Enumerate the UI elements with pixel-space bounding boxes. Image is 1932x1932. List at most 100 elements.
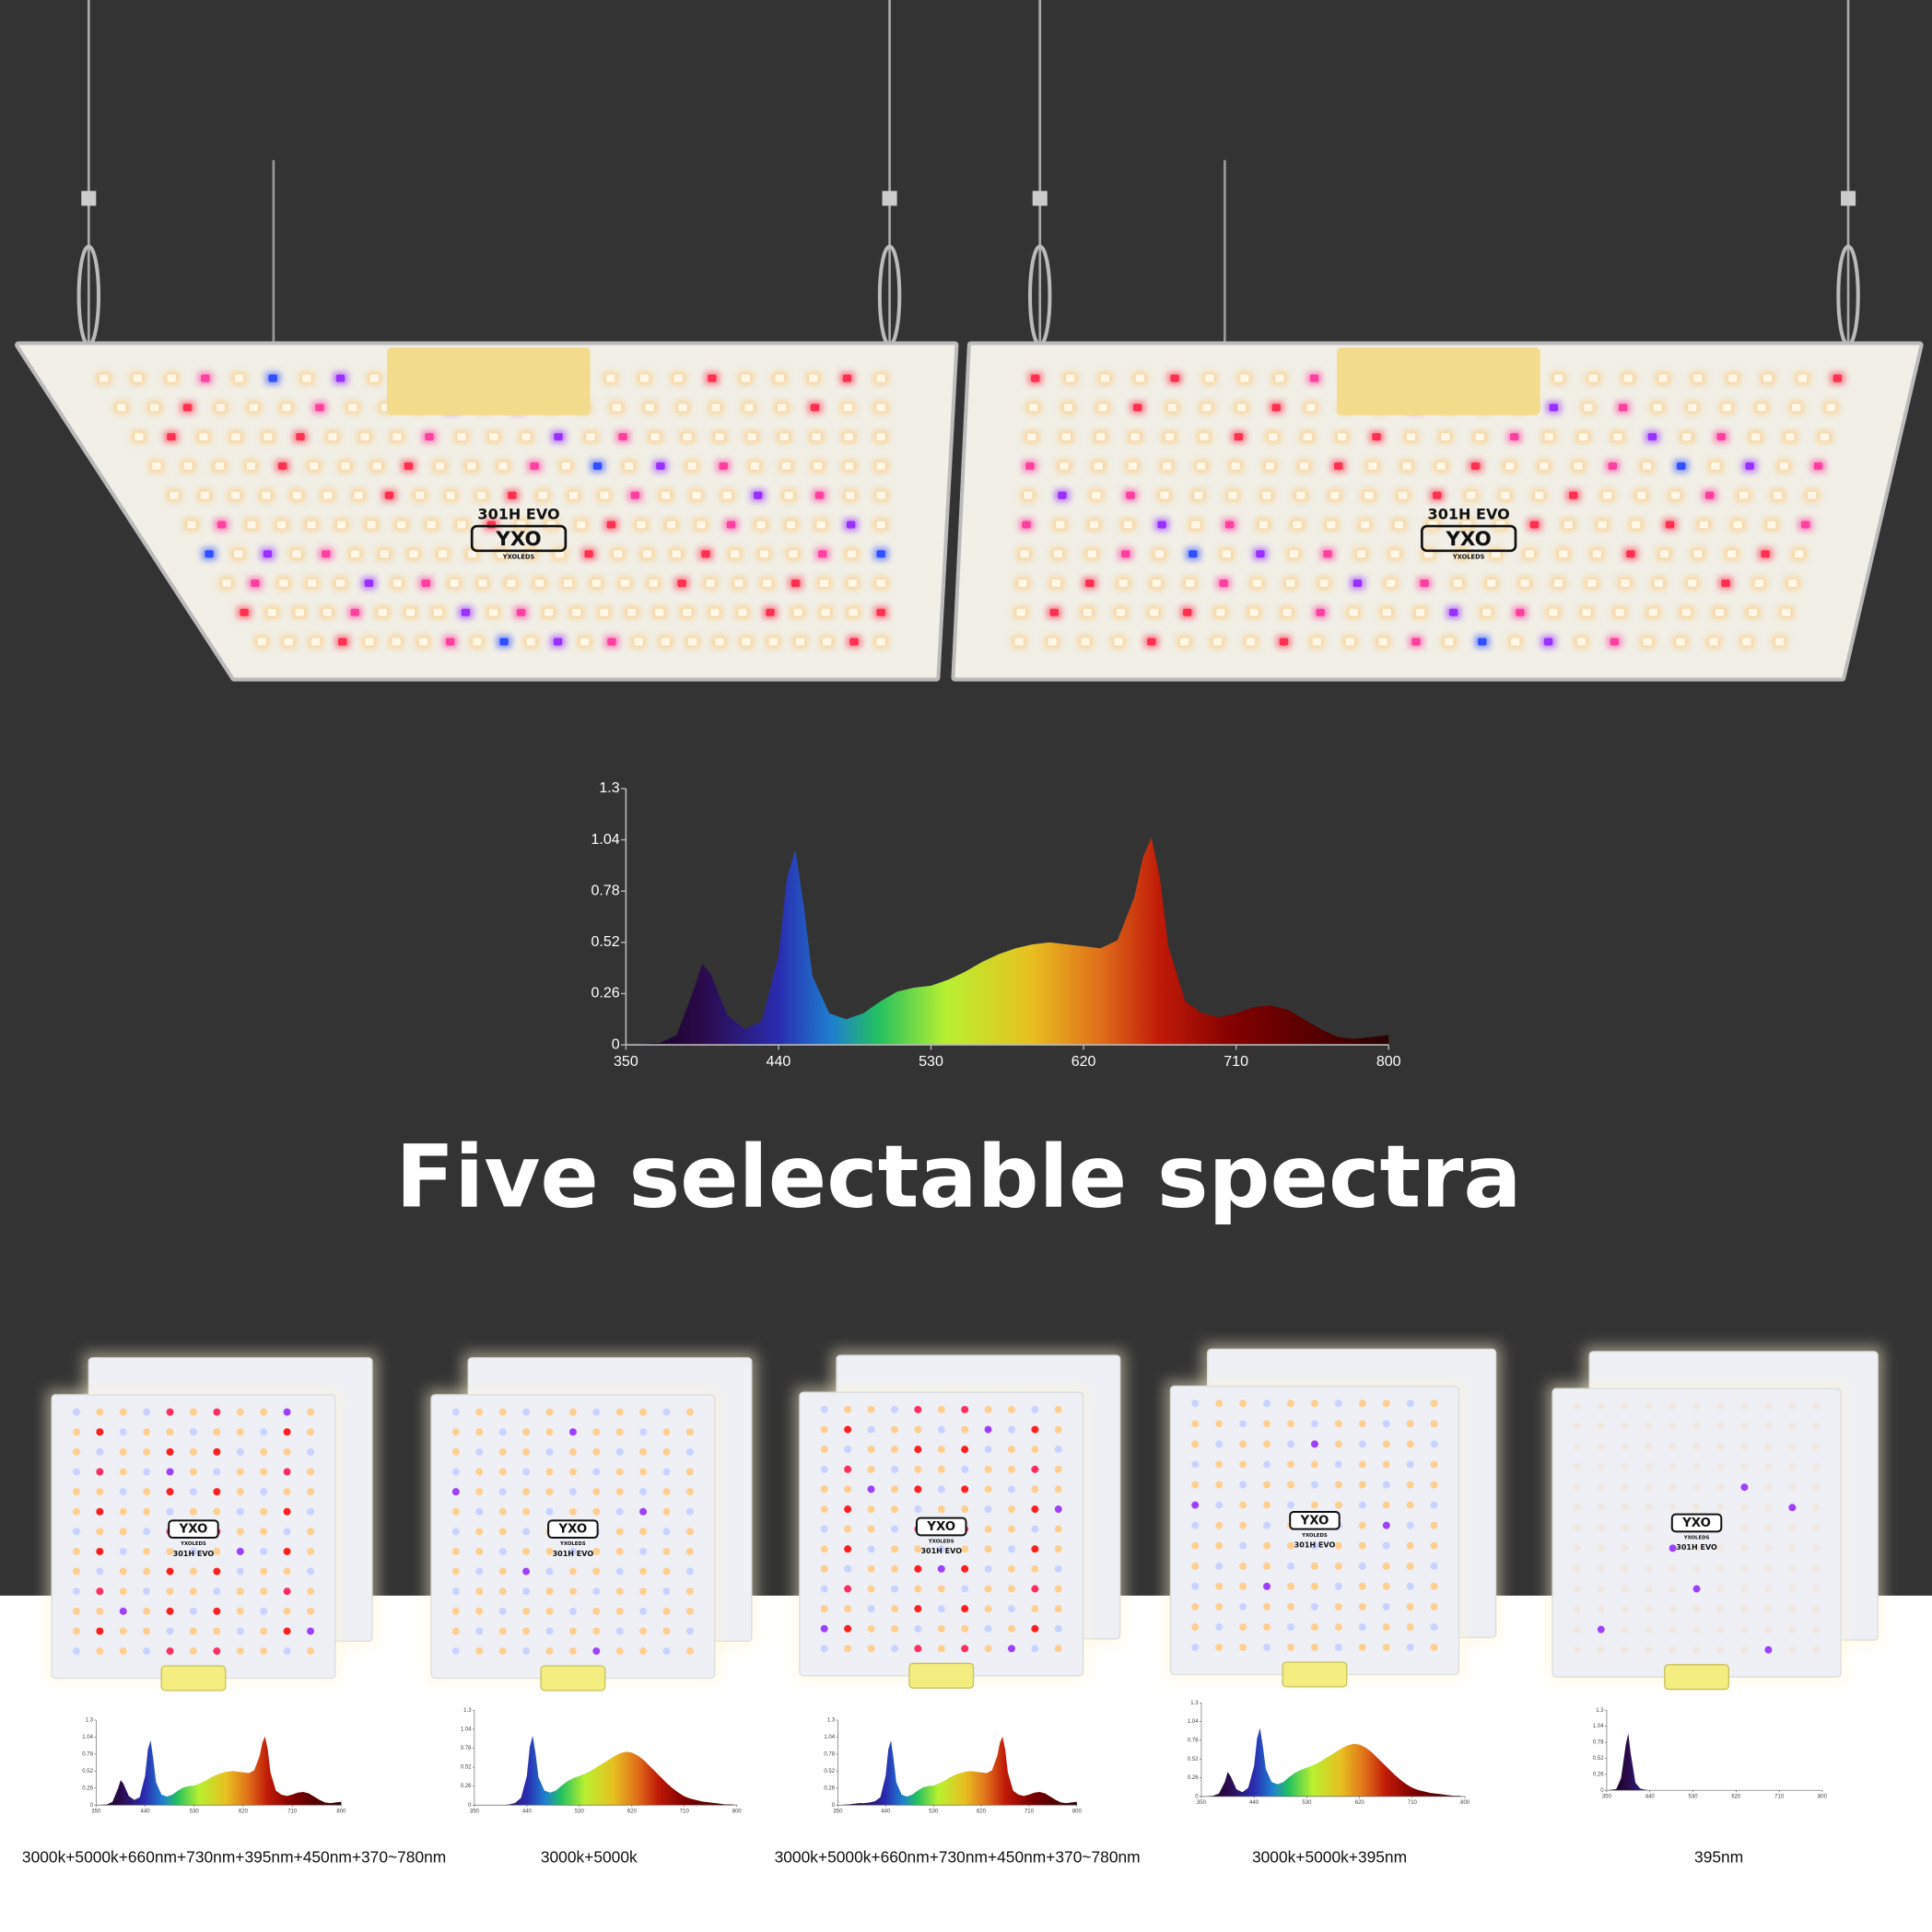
led [867,1446,875,1454]
led [637,521,646,529]
led [435,462,445,470]
led [1215,1602,1224,1610]
led [1399,491,1408,499]
led [1529,521,1540,529]
led [1263,1521,1271,1529]
led [260,1607,268,1615]
x-tick-label: 710 [1408,1800,1418,1806]
led [307,1528,315,1536]
led [1058,491,1067,499]
led [568,1547,577,1555]
led [662,1607,671,1615]
led [625,462,634,470]
led [809,374,818,382]
led [685,1567,694,1575]
led [1100,374,1110,382]
led [1215,1541,1224,1550]
led [451,1488,460,1496]
led [1358,1399,1366,1408]
led [498,1567,507,1575]
led [451,1408,460,1416]
led [1128,462,1138,470]
panel-square [1169,1385,1460,1676]
led [1653,404,1662,412]
led [1430,1501,1438,1509]
led [1807,491,1817,499]
led [96,1587,104,1596]
led [615,1627,624,1635]
led [1813,462,1823,470]
led [568,491,579,499]
led [545,1507,554,1516]
led [189,1408,197,1416]
led [1116,608,1126,616]
led [759,550,769,558]
led [307,1547,315,1555]
led [1597,1625,1605,1633]
led [72,1567,80,1575]
driver-box [540,1665,606,1692]
led [236,1607,244,1615]
led [867,1645,875,1653]
led [498,1507,507,1516]
x-tick-label: 800 [1460,1800,1470,1806]
led [96,1567,104,1575]
led [475,1468,484,1476]
led [72,1408,80,1416]
led [230,491,240,499]
led [1406,1501,1414,1509]
led [867,1465,875,1473]
led [166,1488,174,1496]
led [961,1605,969,1613]
led [1224,521,1235,529]
led [1812,1625,1821,1633]
led [592,1488,601,1496]
led [600,608,609,616]
led [639,1587,648,1596]
led [1345,638,1354,646]
led [738,608,747,616]
chart-background [820,1710,1087,1822]
led [1007,1605,1015,1613]
led [1358,1541,1366,1550]
led [1352,579,1363,588]
led [876,550,885,558]
maker: YXOLEDS [928,1540,954,1545]
led [662,1528,671,1536]
led [1573,1585,1581,1593]
led [1692,1401,1701,1410]
led [1573,1605,1581,1613]
led [1615,608,1624,616]
led [591,579,602,588]
led [937,1425,945,1434]
led [166,1587,174,1596]
led [475,1627,484,1635]
led [820,1645,828,1653]
led [553,638,563,646]
led [890,1525,898,1533]
led [1240,374,1249,382]
led [961,1425,969,1434]
led [814,462,823,470]
led [607,638,616,646]
led [1287,1622,1295,1632]
model-label: 301H EVO [173,1550,215,1558]
led [1215,1501,1224,1509]
led [457,521,466,529]
spectrum-thumbnail: 0 0.26 0.52 0.78 1.04 1.3 350 440 530 620 710 800 30… [1184,1692,1475,1866]
led [251,579,260,588]
led [685,1647,694,1656]
led [1018,579,1027,588]
led [821,608,830,616]
led [685,1528,694,1536]
led [1085,579,1095,588]
led [283,1528,291,1536]
led [1574,462,1583,470]
led [451,1547,460,1555]
led [1394,521,1404,529]
led [1535,491,1544,499]
led [236,1567,244,1575]
led [914,1645,922,1653]
led [1299,462,1309,470]
